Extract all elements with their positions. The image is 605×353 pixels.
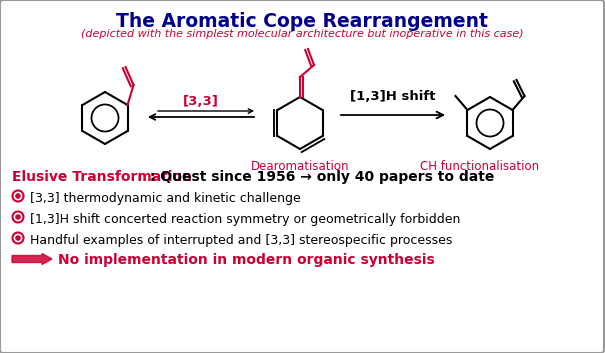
- Text: [1,3]H shift: [1,3]H shift: [350, 90, 436, 103]
- Text: [3,3]: [3,3]: [183, 95, 219, 108]
- Text: The Aromatic Cope Rearrangement: The Aromatic Cope Rearrangement: [116, 12, 488, 31]
- Text: CH functionalisation: CH functionalisation: [420, 160, 540, 173]
- Text: (depicted with the simplest molecular architecture but inoperative in this case): (depicted with the simplest molecular ar…: [80, 29, 523, 39]
- Text: : Quest since 1956 → only 40 papers to date: : Quest since 1956 → only 40 papers to d…: [145, 170, 494, 184]
- Text: No implementation in modern organic synthesis: No implementation in modern organic synt…: [58, 253, 435, 267]
- Text: [3,3] thermodynamic and kinetic challenge: [3,3] thermodynamic and kinetic challeng…: [30, 192, 301, 205]
- Text: [1,3]H shift concerted reaction symmetry or geometrically forbidden: [1,3]H shift concerted reaction symmetry…: [30, 213, 460, 226]
- Circle shape: [15, 193, 21, 199]
- Text: Dearomatisation: Dearomatisation: [250, 160, 349, 173]
- Text: Elusive Transformation: Elusive Transformation: [12, 170, 192, 184]
- Circle shape: [15, 235, 21, 241]
- Circle shape: [15, 214, 21, 220]
- Text: Handful examples of interrupted and [3,3] stereospecific processes: Handful examples of interrupted and [3,3…: [30, 234, 453, 247]
- FancyArrow shape: [12, 253, 52, 264]
